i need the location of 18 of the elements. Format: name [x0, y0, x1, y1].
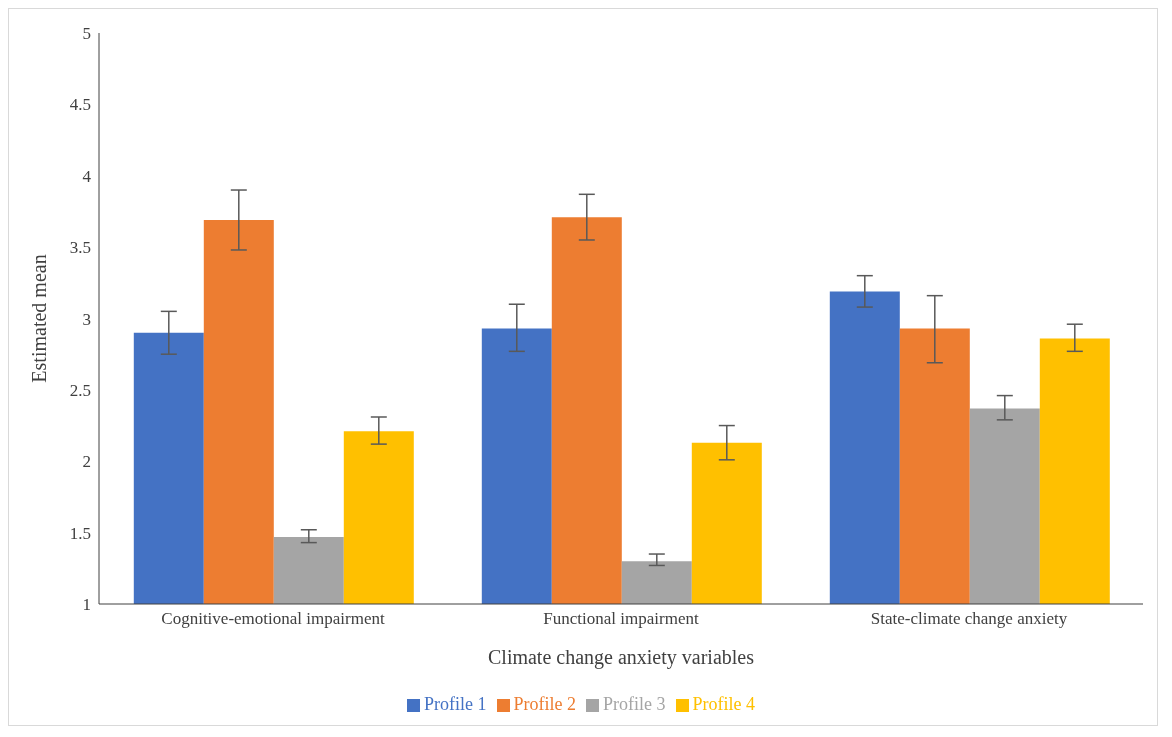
y-tick-label: 1 [82, 595, 91, 615]
x-axis-title: Climate change anxiety variables [487, 646, 755, 669]
y-tick-label: 2 [82, 452, 91, 472]
y-tick-label: 3 [82, 309, 91, 329]
y-tick-label: 3.5 [69, 238, 91, 258]
x-tick-label: Cognitive-emotional impairment [161, 609, 385, 629]
y-tick-label: 4.5 [69, 95, 91, 115]
y-axis-title: Estimated mean [28, 254, 51, 383]
y-tick-label: 2.5 [69, 380, 91, 400]
legend-label: Profile 3 [603, 694, 666, 714]
y-tick-label: 1.5 [69, 523, 91, 543]
legend-label: Profile 2 [513, 694, 576, 714]
x-tick-label: State-climate change anxiety [870, 609, 1068, 629]
legend-label: Profile 1 [424, 694, 487, 714]
y-tick-label: 4 [82, 166, 92, 186]
x-tick-label: Functional impairment [543, 609, 699, 629]
y-tick-label: 5 [82, 24, 91, 44]
legend-label: Profile 4 [692, 694, 755, 714]
